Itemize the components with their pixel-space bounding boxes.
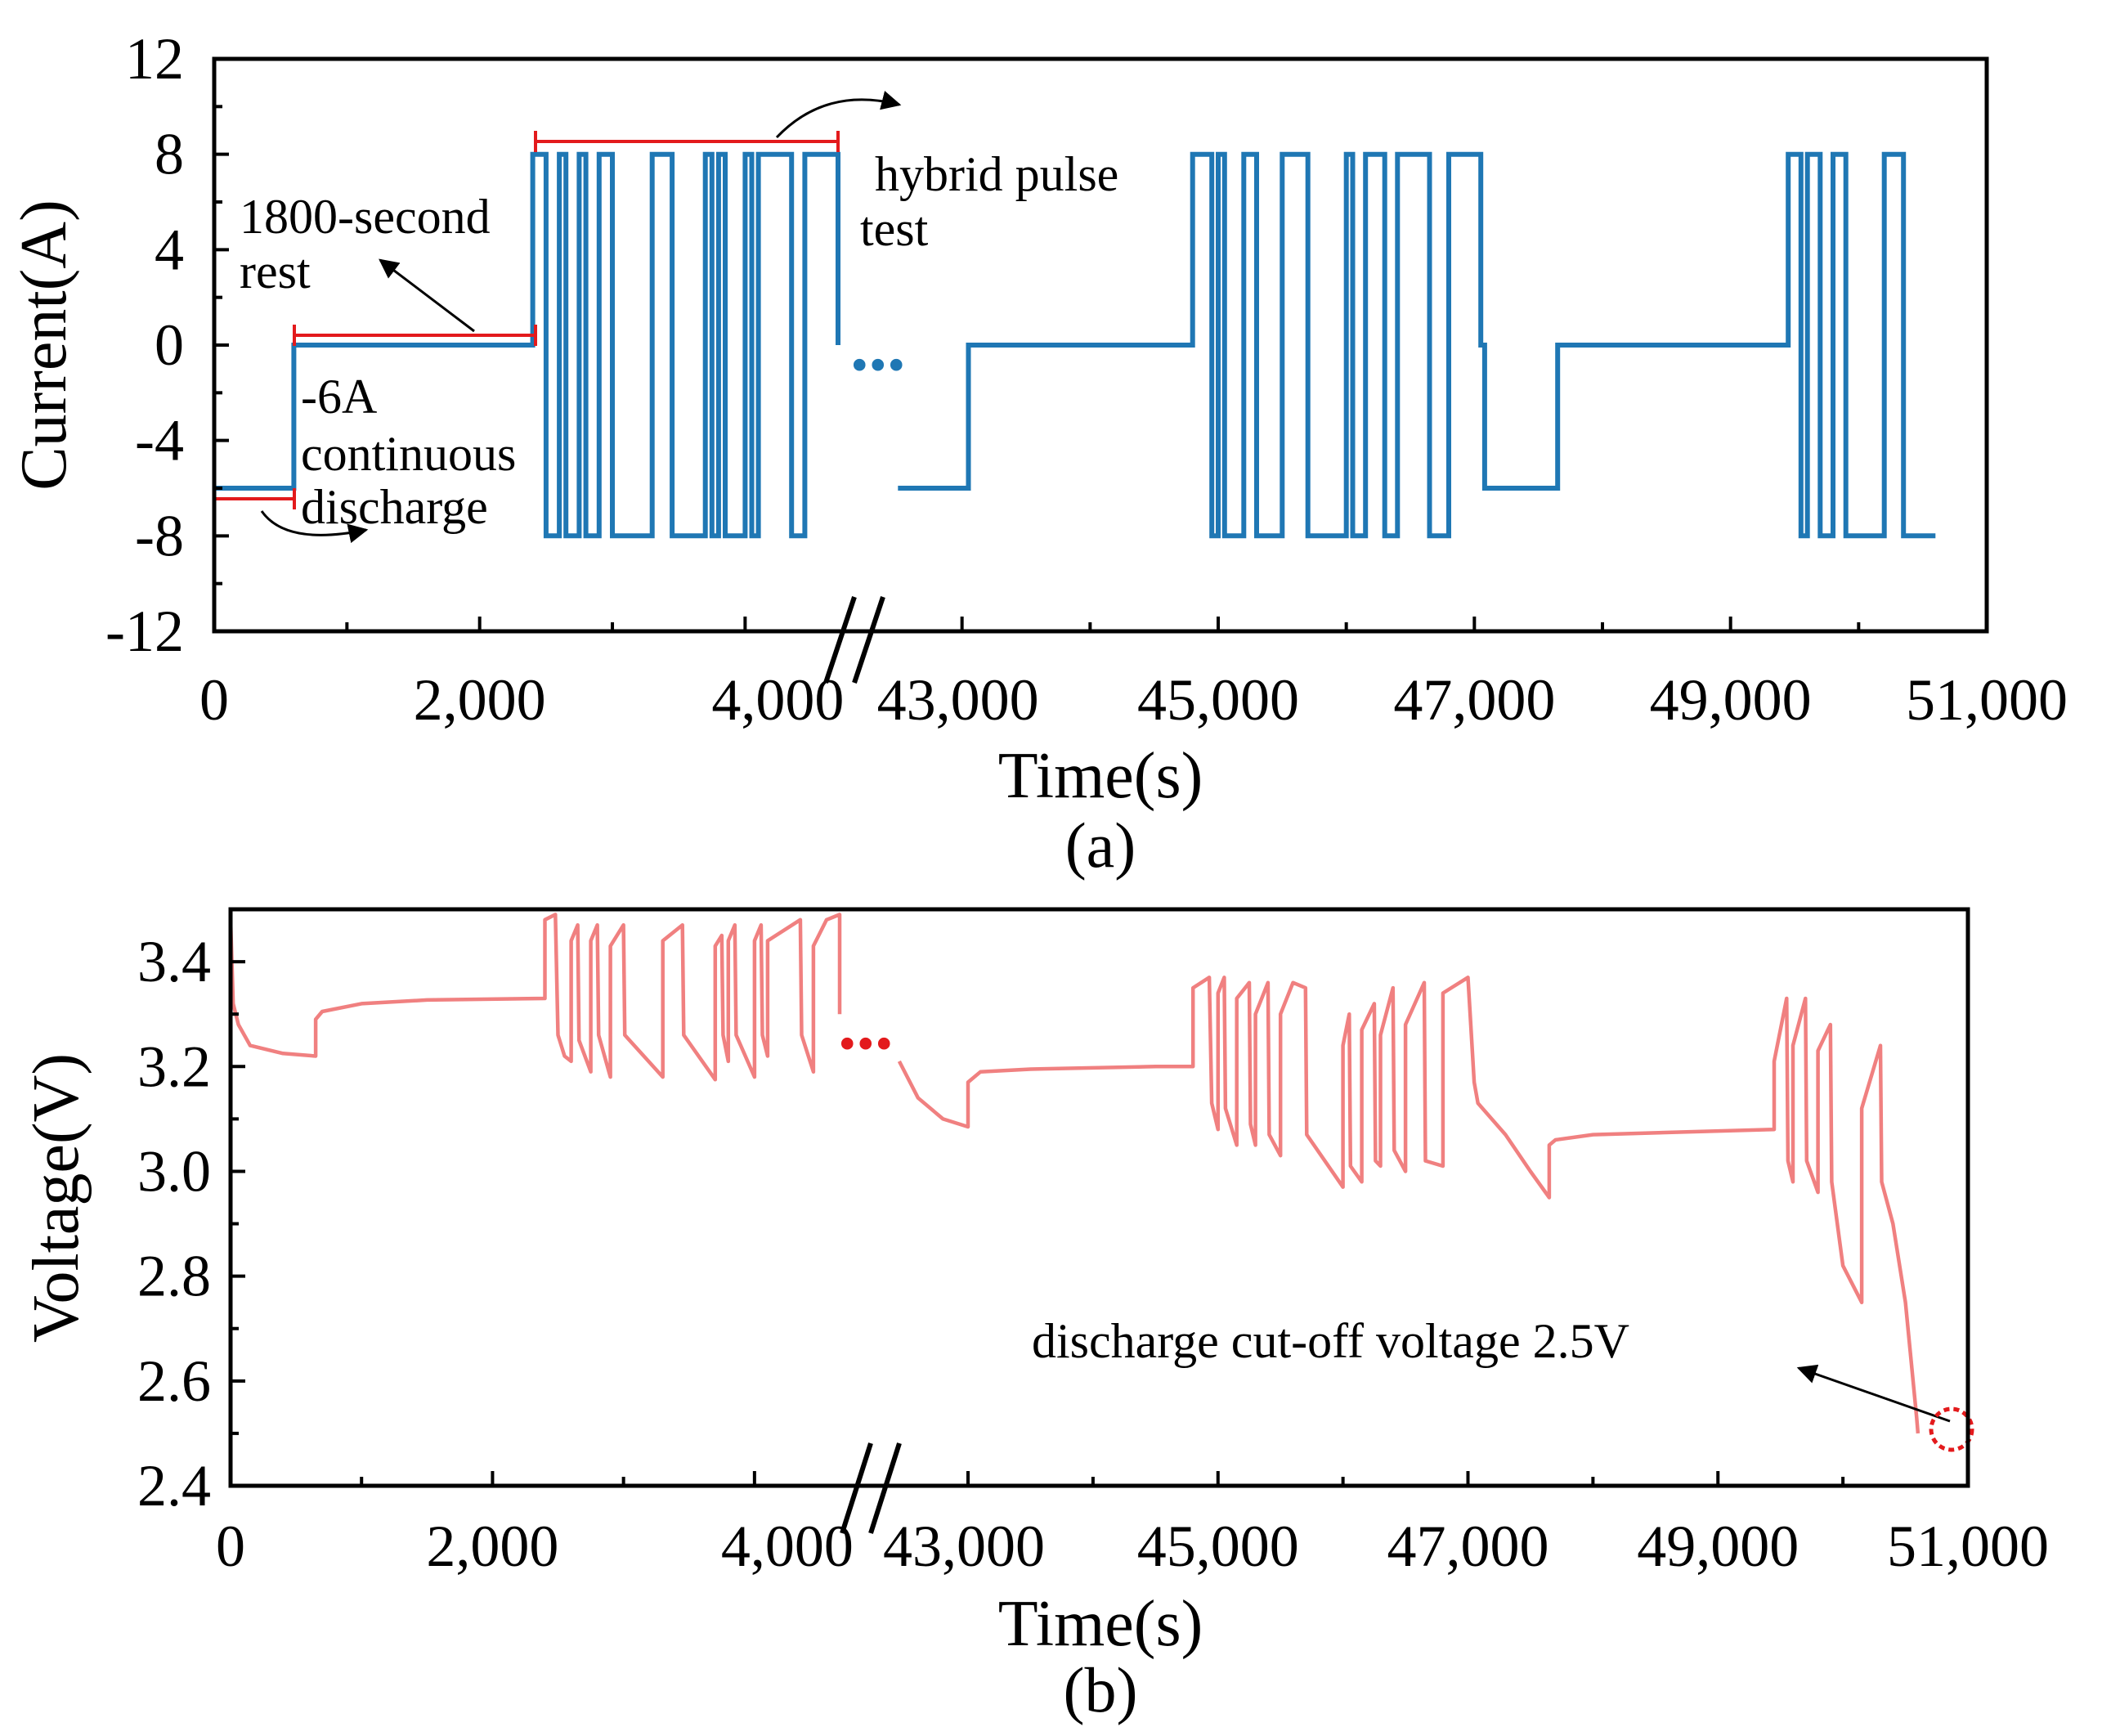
xtick-label-a-1: 2,000	[414, 667, 546, 733]
panel-b-series	[231, 913, 1920, 1434]
xtick-label-b-0: 0	[216, 1514, 245, 1579]
rest-arrow	[379, 258, 475, 333]
pulse-label-line1: hybrid pulse	[875, 147, 1118, 201]
xtick-label-b-7: 51,000	[1887, 1514, 2049, 1579]
ytick-label-a-1: 8	[155, 122, 184, 187]
panel-a-xlabel: Time(s)	[998, 740, 1203, 812]
xtick-label-a-3: 43,000	[877, 667, 1039, 733]
ytick-label-a-5: -8	[135, 503, 184, 568]
panel-a-annotations	[213, 131, 840, 509]
discharge-label-line1: -6A	[301, 370, 377, 424]
panel-b-xlabel: Time(s)	[998, 1588, 1203, 1660]
ytick-label-a-6: -12	[105, 599, 184, 664]
ytick-label-b-1: 3.2	[137, 1034, 211, 1099]
cutoff-label: discharge cut-off voltage 2.5V	[1032, 1314, 1629, 1368]
pulse-arrow	[775, 91, 902, 139]
panel-b-label: (b)	[1064, 1654, 1138, 1725]
panel-a-xaxis: 0 2,000 4,000 43,000 45,000 47,000 49,000 51,00…	[199, 617, 2068, 733]
series-line-a-1	[214, 151, 840, 539]
discharge-bracket	[213, 488, 296, 509]
xtick-label-a-6: 49,000	[1650, 667, 1812, 733]
panel-a-ylabel: Current(A)	[8, 200, 80, 490]
xtick-label-a-0: 0	[199, 667, 229, 733]
panel-a-series	[214, 151, 1936, 539]
panel-a-ellipsis: ...	[850, 305, 906, 386]
panel-b-ellipsis: ...	[838, 984, 894, 1065]
panel-a-label: (a)	[1065, 810, 1136, 881]
cutoff-marker	[1929, 1406, 1974, 1452]
pulse-bracket	[534, 131, 840, 152]
ytick-label-a-2: 4	[155, 217, 184, 282]
ytick-label-b-5: 2.4	[137, 1453, 211, 1518]
series-line-a-2	[898, 151, 1936, 539]
cutoff-arrow	[1796, 1364, 1951, 1423]
xtick-label-a-2: 4,000	[711, 667, 844, 733]
xtick-label-b-3: 43,000	[883, 1514, 1045, 1579]
panel-b-xaxis: 0 2,000 4,000 43,000 45,000 47,000 49,000 51,00…	[216, 1471, 2049, 1579]
ytick-label-a-4: -4	[135, 408, 184, 473]
ytick-label-a-0: 12	[125, 26, 184, 92]
xtick-label-a-7: 51,000	[1906, 667, 2068, 733]
discharge-arrow	[260, 510, 369, 544]
series-line-b-1	[231, 913, 842, 1082]
pulse-label-line2: test	[860, 202, 929, 256]
panel-a: 1800-second rest -6A continuous discharg…	[8, 26, 2068, 881]
ytick-label-b-2: 3.0	[137, 1138, 211, 1204]
panel-b-axis-break	[840, 1442, 902, 1534]
xtick-label-b-4: 45,000	[1137, 1514, 1299, 1579]
series-line-b-2	[897, 976, 1920, 1434]
panel-b-ylabel: Voltage(V)	[20, 1053, 92, 1343]
ytick-label-b-4: 2.6	[137, 1348, 211, 1414]
ytick-label-b-3: 2.8	[137, 1244, 211, 1309]
xtick-label-b-6: 49,000	[1637, 1514, 1799, 1579]
xtick-label-a-5: 47,000	[1393, 667, 1555, 733]
panel-a-yaxis: 12 8 4 0 -4 -8 -12	[105, 26, 229, 664]
panel-b-yaxis: 3.4 3.2 3.0 2.8 2.6 2.4	[137, 929, 245, 1518]
xtick-label-b-5: 47,000	[1387, 1514, 1549, 1579]
panel-a-axis-break	[823, 596, 885, 684]
discharge-label-line2: continuous	[301, 427, 516, 481]
xtick-label-b-2: 4,000	[721, 1514, 854, 1579]
xtick-label-a-4: 45,000	[1137, 667, 1299, 733]
panel-b: ... discharge cut-off voltage 2.5V 3.43.…	[20, 907, 2049, 1725]
rest-label-line1: 1800-second	[240, 190, 491, 244]
ytick-label-b-0: 3.4	[137, 929, 211, 994]
rest-bracket	[293, 325, 537, 346]
discharge-label-line3: discharge	[301, 480, 488, 534]
xtick-label-b-1: 2,000	[426, 1514, 558, 1579]
ytick-label-a-3: 0	[155, 312, 184, 378]
panel-b-frame	[228, 907, 1970, 1488]
rest-label-line2: rest	[240, 244, 311, 298]
